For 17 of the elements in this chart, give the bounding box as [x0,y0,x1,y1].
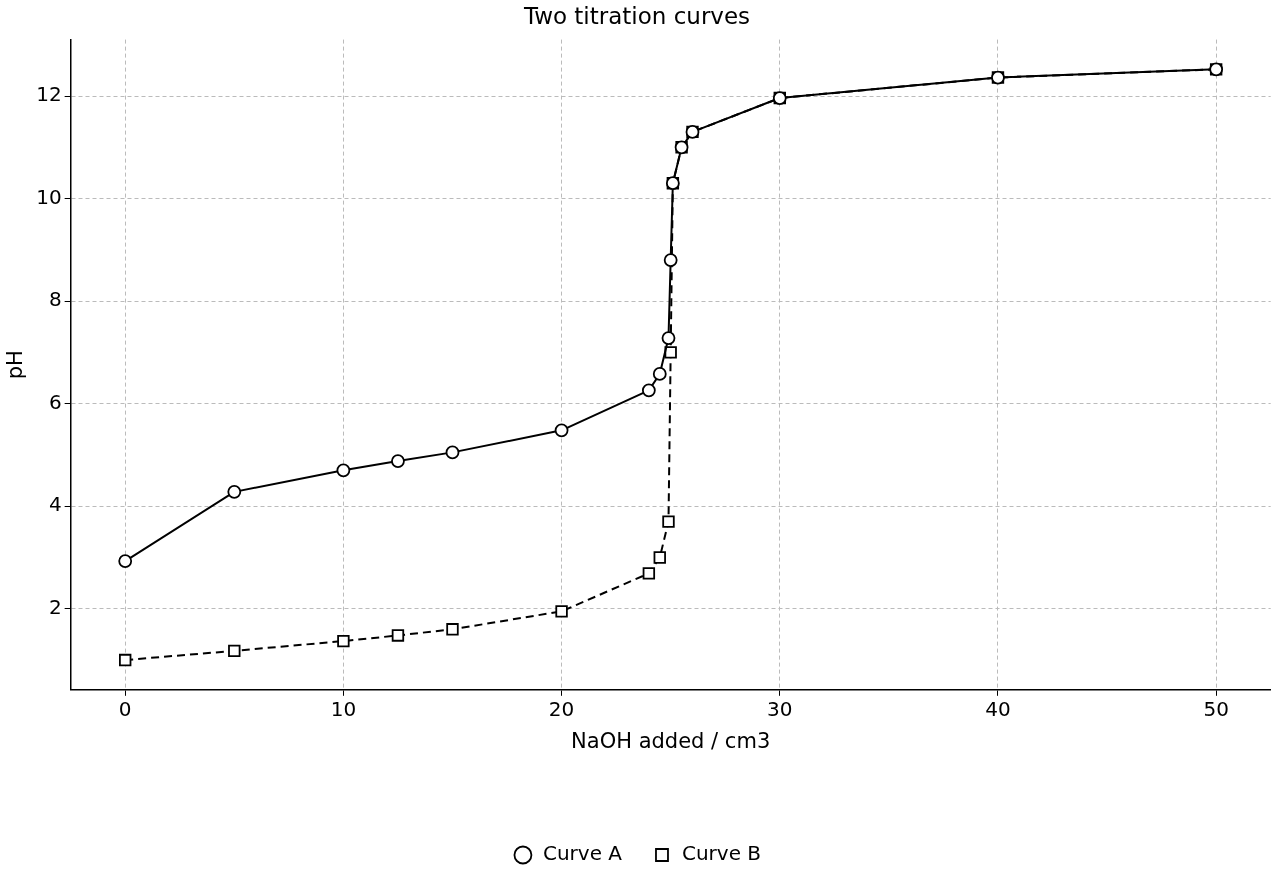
x-tick-label: 10 [330,697,357,721]
x-tick-label: 30 [767,697,793,721]
x-tick-label: 40 [985,697,1011,721]
x-tick-label: 50 [1203,697,1229,721]
x-tick-label: 20 [548,697,575,721]
y-tick-label: 6 [48,389,62,414]
y-tick-label: 8 [48,287,62,312]
y-tick-label: 2 [48,594,62,619]
y-tick-label: 10 [36,184,62,209]
y-axis-title: pH [3,350,28,380]
x-tick-label: 0 [118,697,132,721]
legend-label: Curve B [681,841,762,866]
legend-label: Curve A [542,841,623,866]
y-tick-label: 12 [36,82,62,107]
chart-title: Two titration curves [522,2,751,29]
x-axis-title: NaOH added / cm3 [571,728,771,753]
y-tick-label: 4 [48,492,62,517]
